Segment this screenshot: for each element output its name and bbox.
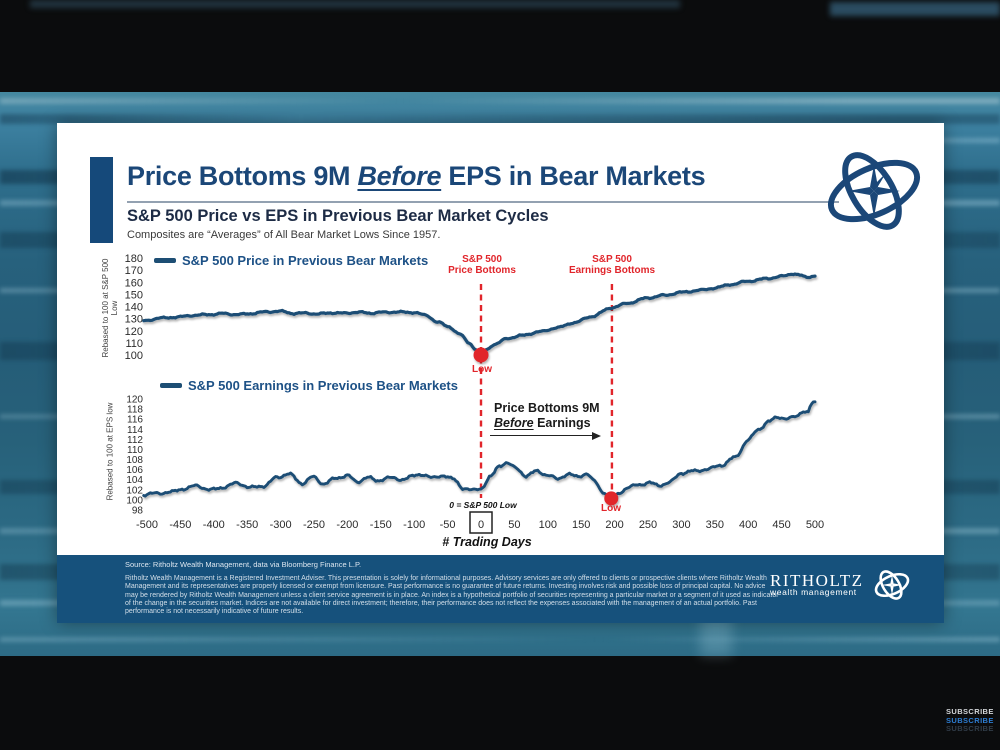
subscribe-label: SUBSCRIBE (946, 707, 994, 716)
svg-text:120: 120 (126, 394, 143, 405)
price-legend-label: S&P 500 Price in Previous Bear Markets (182, 253, 429, 268)
svg-text:110: 110 (127, 445, 143, 456)
svg-text:150: 150 (125, 289, 143, 301)
svg-text:300: 300 (672, 519, 690, 531)
annotation-arrow-head (592, 432, 601, 440)
svg-text:-100: -100 (403, 519, 425, 531)
svg-text:-350: -350 (236, 519, 258, 531)
brand-name: RITHOLTZ (770, 571, 864, 590)
svg-text:114: 114 (127, 425, 143, 436)
annotation-emphasis: Before (494, 416, 534, 430)
svg-text:-450: -450 (169, 519, 191, 531)
svg-text:100: 100 (125, 350, 143, 362)
svg-text:200: 200 (605, 519, 623, 531)
svg-text:106: 106 (126, 465, 143, 476)
callout-line: S&P 500 (462, 254, 502, 265)
svg-text:140: 140 (125, 302, 143, 314)
subscribe-label: SUBSCRIBE (946, 715, 994, 725)
price-legend-swatch (154, 258, 176, 263)
earnings-bottoms-callout: S&P 500 Earnings Bottoms (547, 254, 677, 276)
svg-text:130: 130 (125, 314, 143, 326)
svg-text:-400: -400 (203, 519, 225, 531)
price-leads-annotation: Price Bottoms 9M Before Earnings (494, 401, 600, 431)
svg-text:-150: -150 (370, 519, 392, 531)
bg-streak (0, 637, 1000, 642)
presentation-slide: Price Bottoms 9M Before EPS in Bear Mark… (57, 123, 944, 623)
title-emphasis: Before (357, 161, 442, 191)
svg-text:400: 400 (739, 519, 757, 531)
ritholtz-footer-logo-icon (874, 570, 909, 600)
svg-text:250: 250 (639, 519, 657, 531)
annotation-arrow-line (490, 435, 592, 436)
chart-area: 180 170 160 150 140 130 120 110 100 120 118 116 114 1… (57, 248, 944, 553)
subscribe-label: SUBSCRIBE (946, 724, 994, 733)
zero-equals-low-note: 0 = S&P 500 Low (449, 500, 517, 510)
price-legend: S&P 500 Price in Previous Bear Markets (154, 253, 428, 268)
earnings-low-label: Low (601, 503, 621, 514)
annotation-line2: Earnings (533, 416, 591, 430)
svg-text:450: 450 (772, 519, 790, 531)
annotation-line1: Price Bottoms 9M (494, 401, 600, 415)
footer-band: Source: Ritholtz Wealth Management, data… (57, 555, 944, 623)
svg-text:-250: -250 (303, 519, 325, 531)
svg-text:120: 120 (125, 326, 143, 338)
title-accent-bar (90, 157, 113, 243)
svg-text:350: 350 (706, 519, 724, 531)
chart-canvas: 1801701601501401301201101001201181161141… (125, 253, 824, 534)
svg-text:160: 160 (125, 277, 143, 289)
svg-text:150: 150 (572, 519, 590, 531)
svg-text:-50: -50 (440, 519, 456, 531)
svg-text:98: 98 (132, 506, 144, 517)
price-bottoms-callout: S&P 500 Price Bottoms (417, 254, 547, 276)
svg-text:-500: -500 (136, 519, 158, 531)
callout-line: Price Bottoms (448, 264, 516, 276)
source-note: Source: Ritholtz Wealth Management, data… (125, 560, 362, 569)
chart-caption: Composites are “Averages” of All Bear Ma… (127, 229, 441, 241)
bg-streak (0, 98, 1000, 104)
title-underline (127, 201, 839, 203)
earnings-legend: S&P 500 Earnings in Previous Bear Market… (160, 378, 458, 393)
price-y-axis-title: Rebased to 100 at S&P 500 Low (101, 258, 119, 358)
bg-streak (830, 2, 1000, 16)
x-axis-title: # Trading Days (442, 535, 532, 549)
earnings-legend-swatch (160, 383, 182, 388)
svg-text:100: 100 (126, 495, 143, 506)
svg-text:102: 102 (126, 485, 143, 496)
svg-text:104: 104 (126, 475, 143, 486)
title-text: Price Bottoms 9M (127, 161, 358, 191)
earnings-y-axis-title: Rebased to 100 at EPS low (105, 402, 115, 501)
bg-streak (0, 114, 1000, 124)
earnings-legend-label: S&P 500 Earnings in Previous Bear Market… (188, 378, 458, 393)
price-low-label: Low (472, 364, 492, 375)
subscribe-button[interactable]: SUBSCRIBE SUBSCRIBE SUBSCRIBE (946, 707, 994, 734)
svg-text:500: 500 (806, 519, 824, 531)
page-title: Price Bottoms 9M Before EPS in Bear Mark… (127, 161, 706, 192)
title-text: EPS in Bear Markets (441, 161, 706, 191)
callout-line: Earnings Bottoms (568, 264, 656, 276)
footer-brand-text: RITHOLTZ wealth management (770, 571, 864, 597)
ritholtz-logo-icon (827, 152, 921, 230)
svg-text:50: 50 (508, 519, 520, 531)
svg-text:0: 0 (478, 519, 484, 531)
svg-text:-300: -300 (270, 519, 292, 531)
svg-text:180: 180 (125, 253, 143, 265)
chart-subtitle: S&P 500 Price vs EPS in Previous Bear Ma… (127, 207, 549, 225)
disclaimer-text: Ritholtz Wealth Management is a Register… (125, 575, 779, 616)
callout-line: S&P 500 (592, 254, 632, 265)
svg-text:108: 108 (126, 455, 143, 466)
svg-text:100: 100 (539, 519, 557, 531)
svg-text:118: 118 (127, 405, 143, 416)
bg-streak (30, 0, 680, 8)
svg-text:170: 170 (125, 265, 143, 277)
footer-brand: RITHOLTZ wealth management (770, 566, 914, 604)
svg-text:110: 110 (125, 338, 143, 350)
svg-text:116: 116 (127, 415, 143, 426)
brand-subtitle: wealth management (770, 587, 857, 597)
svg-text:112: 112 (127, 435, 143, 446)
svg-text:-200: -200 (336, 519, 358, 531)
